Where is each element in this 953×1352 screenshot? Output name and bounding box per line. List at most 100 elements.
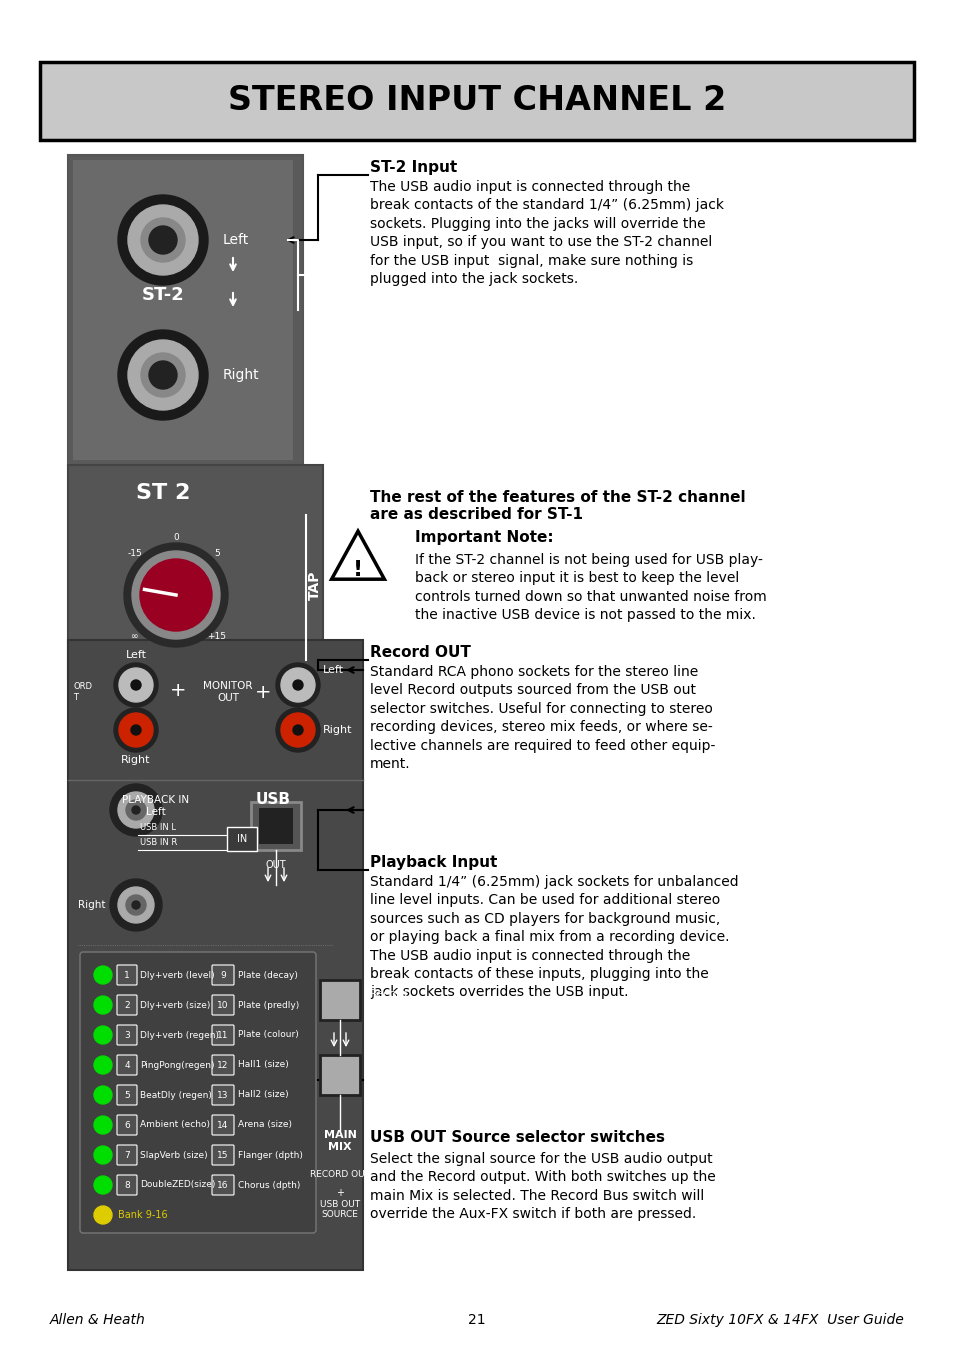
Text: 7: 7 <box>124 1151 130 1160</box>
Text: Standard RCA phono sockets for the stereo line
level Record outputs sourced from: Standard RCA phono sockets for the stere… <box>370 665 715 771</box>
FancyBboxPatch shape <box>80 952 315 1233</box>
Text: 2: 2 <box>124 1000 130 1010</box>
Text: USB OUT
SOURCE: USB OUT SOURCE <box>319 1201 359 1220</box>
Circle shape <box>128 206 198 274</box>
FancyBboxPatch shape <box>117 1025 137 1045</box>
Text: TAP: TAP <box>308 571 322 600</box>
Circle shape <box>126 721 146 740</box>
Circle shape <box>293 725 303 735</box>
Circle shape <box>118 195 208 285</box>
FancyBboxPatch shape <box>117 995 137 1015</box>
FancyBboxPatch shape <box>40 62 913 141</box>
Text: 4: 4 <box>124 1060 130 1069</box>
Text: Left: Left <box>223 233 249 247</box>
Circle shape <box>132 552 220 639</box>
FancyBboxPatch shape <box>117 965 137 986</box>
Text: 16: 16 <box>217 1180 229 1190</box>
Text: ZED Sixty 10FX & 14FX  User Guide: ZED Sixty 10FX & 14FX User Guide <box>656 1313 903 1328</box>
Text: Chorus (dpth): Chorus (dpth) <box>237 1180 300 1190</box>
Text: Right: Right <box>223 368 259 383</box>
Text: PLAYBACK IN
Left: PLAYBACK IN Left <box>122 795 190 817</box>
Text: Select the signal source for the USB audio output
and the Record output. With bo: Select the signal source for the USB aud… <box>370 1152 715 1221</box>
Text: 5: 5 <box>213 549 219 558</box>
Circle shape <box>118 330 208 420</box>
Text: Record
Bus: Record Bus <box>370 990 408 1011</box>
Circle shape <box>110 879 162 932</box>
Circle shape <box>275 708 319 752</box>
Text: 13: 13 <box>217 1091 229 1099</box>
Circle shape <box>288 675 308 695</box>
Circle shape <box>94 1206 112 1224</box>
Text: +: + <box>254 683 271 702</box>
Text: STEREO INPUT CHANNEL 2: STEREO INPUT CHANNEL 2 <box>228 84 725 118</box>
Text: Plate (predly): Plate (predly) <box>237 1000 299 1010</box>
Text: ORD
T: ORD T <box>73 683 91 702</box>
Text: USB OUT Source selector switches: USB OUT Source selector switches <box>370 1130 664 1145</box>
Text: If the ST-2 channel is not being used for USB play-
back or stereo input it is b: If the ST-2 channel is not being used fo… <box>415 553 766 622</box>
Circle shape <box>141 218 185 262</box>
FancyBboxPatch shape <box>212 1115 233 1134</box>
FancyBboxPatch shape <box>212 1175 233 1195</box>
Circle shape <box>293 680 303 690</box>
Circle shape <box>110 784 162 836</box>
Text: Hall2 (size): Hall2 (size) <box>237 1091 289 1099</box>
Text: Aux-FX: Aux-FX <box>370 1069 409 1080</box>
Text: 11: 11 <box>217 1030 229 1040</box>
Text: BeatDly (regen): BeatDly (regen) <box>140 1091 212 1099</box>
Text: Arena (size): Arena (size) <box>237 1121 292 1129</box>
Text: Right: Right <box>323 725 352 735</box>
Text: 15: 15 <box>217 1151 229 1160</box>
Text: SlapVerb (size): SlapVerb (size) <box>140 1151 208 1160</box>
Text: -15: -15 <box>128 549 142 558</box>
Text: MAIN
MIX: MAIN MIX <box>323 1130 356 1152</box>
Circle shape <box>113 708 158 752</box>
Text: 0: 0 <box>172 533 178 542</box>
Circle shape <box>119 713 152 748</box>
Text: Allen & Heath: Allen & Heath <box>50 1313 146 1328</box>
Text: PingPong(regen): PingPong(regen) <box>140 1060 214 1069</box>
Text: Plate (colour): Plate (colour) <box>237 1030 298 1040</box>
FancyBboxPatch shape <box>212 995 233 1015</box>
Text: ST-2: ST-2 <box>141 287 184 304</box>
Circle shape <box>126 675 146 695</box>
Text: 1: 1 <box>124 971 130 979</box>
Circle shape <box>94 1056 112 1073</box>
Circle shape <box>94 1086 112 1105</box>
FancyBboxPatch shape <box>117 1055 137 1075</box>
Circle shape <box>113 662 158 707</box>
Circle shape <box>126 895 146 915</box>
Circle shape <box>281 668 314 702</box>
Text: Hall1 (size): Hall1 (size) <box>237 1060 289 1069</box>
Circle shape <box>119 668 152 702</box>
Text: USB IN R: USB IN R <box>140 838 177 846</box>
Text: 3: 3 <box>124 1030 130 1040</box>
Circle shape <box>288 721 308 740</box>
Text: Important Note:: Important Note: <box>415 530 553 545</box>
Circle shape <box>141 353 185 397</box>
FancyBboxPatch shape <box>117 1175 137 1195</box>
Text: ∞: ∞ <box>132 631 138 641</box>
Text: Plate (decay): Plate (decay) <box>237 971 297 979</box>
Text: USB IN L: USB IN L <box>140 823 175 831</box>
Circle shape <box>118 887 153 923</box>
Text: Dly+verb (size): Dly+verb (size) <box>140 1000 211 1010</box>
FancyBboxPatch shape <box>212 965 233 986</box>
FancyBboxPatch shape <box>319 1055 359 1095</box>
Text: 6: 6 <box>124 1121 130 1129</box>
Circle shape <box>132 806 140 814</box>
Circle shape <box>128 339 198 410</box>
FancyBboxPatch shape <box>212 1025 233 1045</box>
Text: Playback Input: Playback Input <box>370 854 497 869</box>
Text: Record OUT: Record OUT <box>370 645 471 660</box>
Circle shape <box>94 1176 112 1194</box>
Circle shape <box>94 1115 112 1134</box>
Text: 14: 14 <box>217 1121 229 1129</box>
Text: Right: Right <box>78 900 106 910</box>
FancyBboxPatch shape <box>212 1145 233 1165</box>
Circle shape <box>124 544 228 648</box>
Text: 8: 8 <box>124 1180 130 1190</box>
FancyBboxPatch shape <box>73 160 293 460</box>
Text: Bank 9-16: Bank 9-16 <box>118 1210 168 1220</box>
FancyBboxPatch shape <box>68 155 303 465</box>
Circle shape <box>132 900 140 909</box>
